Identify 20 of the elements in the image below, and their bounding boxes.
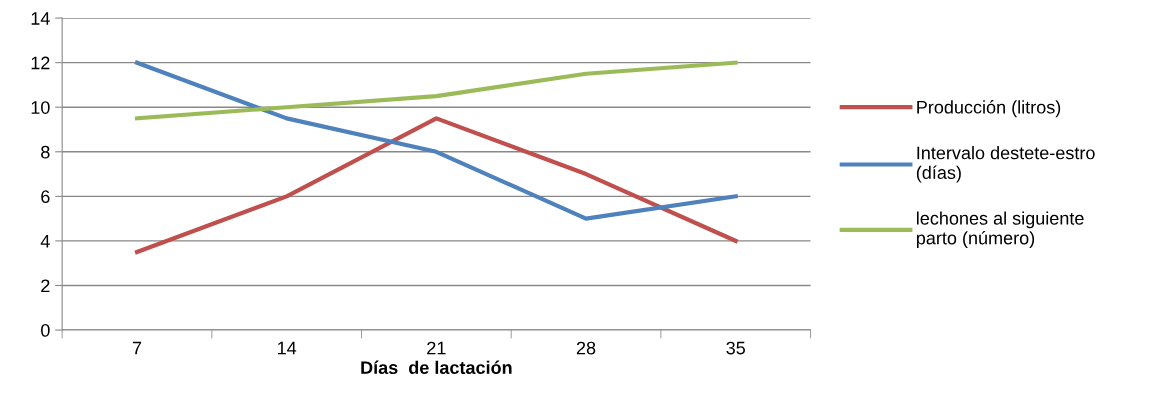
x-tick-label: 14 (278, 341, 297, 355)
legend-label: Producción (litros) (917, 100, 1061, 118)
y-tick-label: 4 (40, 235, 50, 248)
x-tick-label: 7 (132, 341, 142, 355)
x-tick-label: 28 (576, 341, 596, 355)
y-tick-label: 6 (41, 190, 50, 204)
x-axis-title: Días de lactación (361, 360, 512, 375)
y-tick-label: 8 (41, 145, 50, 159)
y-tick-label: 2 (41, 279, 50, 293)
y-tick-label: 14 (31, 12, 50, 25)
y-tick-label: 0 (41, 323, 50, 337)
line-series (134, 60, 738, 221)
legend-label: Intervalo destete-estro (días) (916, 146, 1095, 183)
line-series (134, 60, 738, 121)
y-tick-label: 12 (31, 56, 50, 70)
x-tick-label: 35 (726, 341, 745, 355)
x-tick-label: 21 (427, 341, 446, 355)
line-series (134, 116, 738, 255)
legend-label: lechones al siguiente parto (número) (916, 211, 1084, 248)
y-tick-label: 10 (31, 101, 50, 114)
